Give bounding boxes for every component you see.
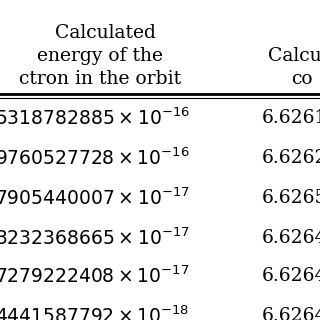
Text: energy of the: energy of the [37,47,163,65]
Text: $7279222408\times 10^{-17}$: $7279222408\times 10^{-17}$ [0,265,189,287]
Text: Calcula: Calcula [268,47,320,65]
Text: ctron in the orbit: ctron in the orbit [19,70,181,88]
Text: 6.6265651: 6.6265651 [262,189,320,207]
Text: co: co [291,70,313,88]
Text: $7905440007\times 10^{-17}$: $7905440007\times 10^{-17}$ [0,187,190,209]
Text: 6.6264020: 6.6264020 [262,307,320,320]
Text: 6.6264214: 6.6264214 [262,267,320,285]
Text: Calculated: Calculated [55,24,156,42]
Text: 6.6261589: 6.6261589 [262,109,320,127]
Text: $4441587792\times 10^{-18}$: $4441587792\times 10^{-18}$ [0,305,189,320]
Text: 6.6262966: 6.6262966 [262,149,320,167]
Text: 6.6264370: 6.6264370 [262,229,320,247]
Text: $3232368665\times 10^{-17}$: $3232368665\times 10^{-17}$ [0,227,190,249]
Text: $9760527728\times 10^{-16}$: $9760527728\times 10^{-16}$ [0,147,190,169]
Text: $5318782885\times 10^{-16}$: $5318782885\times 10^{-16}$ [0,107,190,129]
